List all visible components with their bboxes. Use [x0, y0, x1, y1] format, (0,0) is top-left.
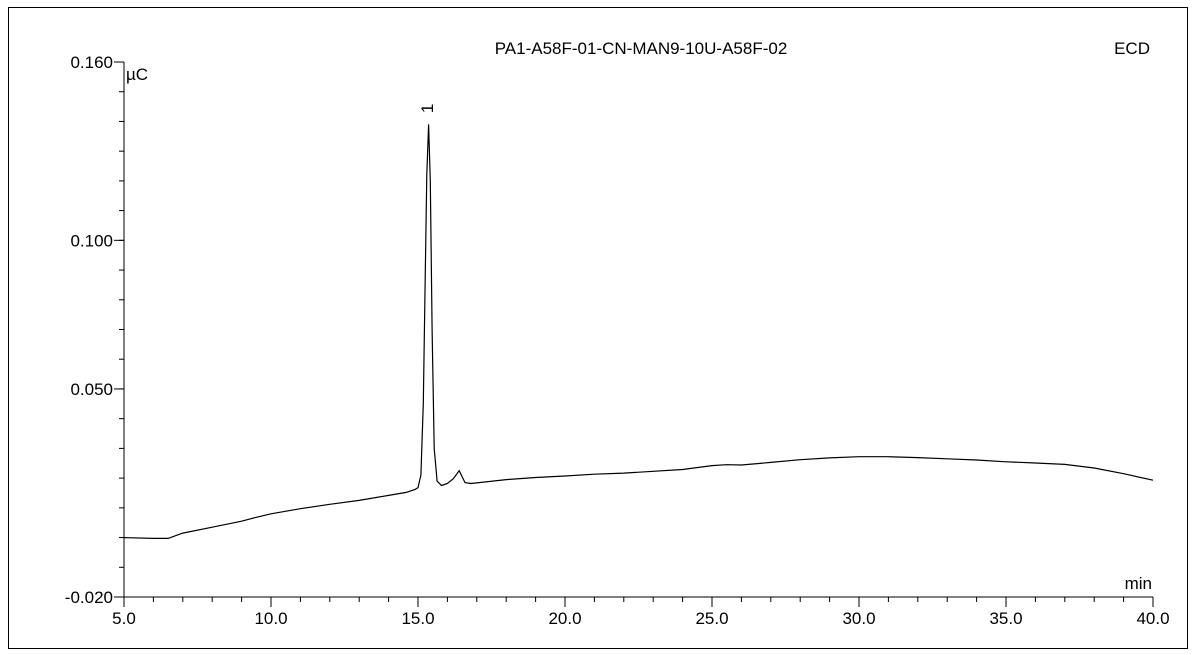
x-tick-label: 20.0 — [548, 609, 581, 628]
x-tick-label: 40.0 — [1136, 609, 1169, 628]
y-tick-label: 0.160 — [70, 53, 113, 72]
x-tick-label: 30.0 — [842, 609, 875, 628]
x-tick-label: 35.0 — [989, 609, 1022, 628]
x-tick-label: 10.0 — [254, 609, 287, 628]
axis-ticks: -0.020 0.050 0.100 0.160 5.0 10.0 15.0 20.0 25.0… — [65, 53, 1170, 628]
y-axis-unit-label: µC — [126, 65, 148, 84]
y-tick-label: 0.100 — [70, 231, 113, 250]
x-tick-label: 5.0 — [112, 609, 136, 628]
y-tick-label: 0.050 — [70, 380, 113, 399]
chart-frame — [8, 7, 1188, 649]
peak-labels: 1 — [418, 104, 437, 113]
x-tick-label: 25.0 — [695, 609, 728, 628]
x-axis-unit-label: min — [1125, 574, 1152, 593]
detector-label: ECD — [1114, 39, 1150, 58]
chromatogram-trace — [123, 124, 1154, 539]
x-tick-label: 15.0 — [401, 609, 434, 628]
chart-title: PA1-A58F-01-CN-MAN9-10U-A58F-02 — [495, 39, 788, 58]
peak-label: 1 — [418, 104, 437, 113]
y-tick-label: -0.020 — [65, 588, 113, 607]
